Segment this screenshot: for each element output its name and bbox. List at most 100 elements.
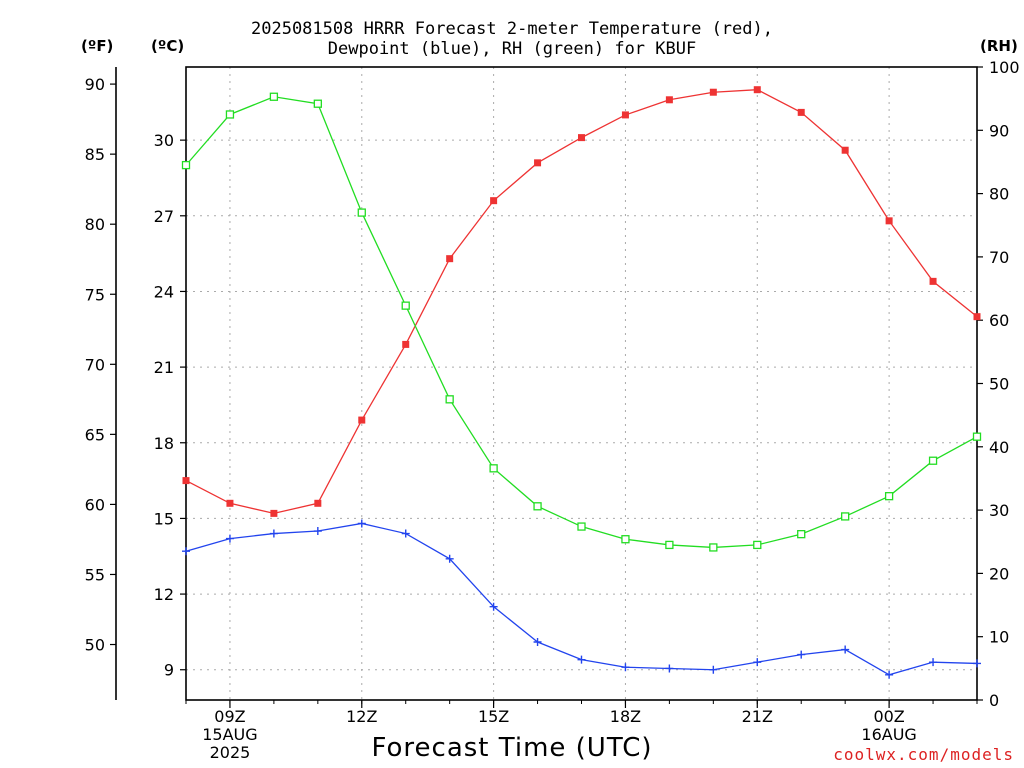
temperature-point <box>621 111 629 119</box>
fahrenheit-tick-label: 50 <box>85 636 105 655</box>
rh-point <box>533 502 542 511</box>
dewpoint-point <box>533 637 542 646</box>
temperature-point <box>665 96 673 104</box>
temperature-point <box>534 159 542 167</box>
rh-point <box>753 540 762 550</box>
rh-tick-label: 30 <box>989 501 1009 520</box>
dewpoint-point <box>445 554 454 563</box>
temperature-point <box>973 313 981 321</box>
fahrenheit-tick-label: 75 <box>85 285 105 304</box>
temperature-point <box>929 277 937 285</box>
x-tick-label: 15AUG <box>202 725 257 744</box>
rh-point <box>401 301 410 310</box>
rh-point <box>665 540 674 550</box>
temperature-point <box>753 86 761 94</box>
temperature-point <box>709 88 717 96</box>
x-tick-label: 16AUG <box>861 725 916 744</box>
rh-point <box>357 208 366 217</box>
rh-point <box>445 395 454 404</box>
source-credit: coolwx.com/models <box>833 745 1014 764</box>
temperature-point <box>578 134 585 142</box>
x-tick-label: 12Z <box>346 707 377 726</box>
celsius-tick-label: 18 <box>154 434 174 453</box>
rh-tick-label: 70 <box>989 248 1009 267</box>
temperature-point <box>402 340 410 348</box>
rh-tick-label: 50 <box>989 375 1009 394</box>
dewpoint-point <box>797 650 806 659</box>
dewpoint-point <box>753 658 762 667</box>
celsius-tick-label: 15 <box>154 509 174 528</box>
fahrenheit-tick-label: 90 <box>85 75 105 94</box>
rh-line <box>185 96 978 549</box>
dewpoint-point <box>225 534 234 543</box>
rh-point <box>841 512 850 521</box>
temperature-line <box>185 89 978 515</box>
temperature-point <box>841 146 849 154</box>
celsius-axis-unit: (ºC) <box>151 37 185 55</box>
rh-tick-label: 0 <box>989 691 999 710</box>
rh-tick-label: 100 <box>989 58 1020 77</box>
dewpoint-point <box>885 670 894 679</box>
rh-point <box>709 543 718 552</box>
dewpoint-point <box>973 659 981 668</box>
dewpoint-point <box>489 602 498 611</box>
fahrenheit-axis-unit: (ºF) <box>81 37 114 55</box>
fahrenheit-tick-label: 60 <box>85 495 105 514</box>
celsius-tick-label: 9 <box>164 661 174 680</box>
fahrenheit-tick-label: 70 <box>85 355 105 374</box>
temperature-point <box>490 197 498 205</box>
dewpoint-point <box>182 547 190 556</box>
chart-title-line2: Dewpoint (blue), RH (green) for KBUF <box>327 39 697 59</box>
rh-tick-label: 10 <box>989 628 1009 647</box>
temperature-point <box>270 509 278 517</box>
temperature-point <box>885 217 893 225</box>
celsius-tick-label: 12 <box>154 585 174 604</box>
rh-point <box>225 110 235 119</box>
rh-tick-label: 90 <box>989 121 1009 140</box>
temperature-point <box>446 255 454 263</box>
rh-point <box>884 492 894 501</box>
temperature-point <box>797 108 805 116</box>
temperature-point <box>358 416 366 424</box>
plot-frame <box>185 66 978 701</box>
dewpoint-point <box>269 529 278 538</box>
dewpoint-line <box>185 522 978 676</box>
temperature-point <box>182 477 190 485</box>
temperature-point <box>226 499 234 507</box>
rh-tick-label: 20 <box>989 564 1009 583</box>
celsius-tick-label: 21 <box>154 358 174 377</box>
temperature-point <box>314 499 322 507</box>
rh-point <box>577 522 586 531</box>
dewpoint-point <box>665 664 674 673</box>
fahrenheit-tick-label: 55 <box>85 565 105 584</box>
rh-point <box>181 160 191 170</box>
rh-point <box>489 464 498 473</box>
x-tick-label: 21Z <box>742 707 773 726</box>
dewpoint-point <box>841 645 850 654</box>
celsius-tick-label: 30 <box>154 131 174 150</box>
x-tick-label: 09Z <box>214 707 245 726</box>
x-tick-label: 00Z <box>873 707 904 726</box>
x-tick-label: 2025 <box>210 743 251 762</box>
x-tick-label: 18Z <box>610 707 641 726</box>
dewpoint-point <box>621 663 630 672</box>
rh-tick-label: 60 <box>989 311 1009 330</box>
dewpoint-point <box>577 655 586 664</box>
rh-point <box>313 99 322 108</box>
x-axis-title: Forecast Time (UTC) <box>371 733 653 763</box>
fahrenheit-tick-label: 85 <box>85 145 105 164</box>
fahrenheit-tick-label: 80 <box>85 215 105 234</box>
rh-tick-label: 80 <box>989 185 1009 204</box>
rh-tick-label: 40 <box>989 438 1009 457</box>
chart-title-line1: 2025081508 HRRR Forecast 2-meter Tempera… <box>251 19 773 39</box>
rh-point <box>621 535 630 544</box>
dewpoint-point <box>313 527 322 536</box>
rh-point <box>269 92 279 101</box>
dewpoint-point <box>709 665 718 674</box>
rh-point <box>797 530 806 539</box>
dewpoint-point <box>401 529 410 538</box>
celsius-tick-label: 27 <box>154 207 174 226</box>
x-tick-label: 15Z <box>478 707 509 726</box>
rh-point <box>928 456 938 465</box>
